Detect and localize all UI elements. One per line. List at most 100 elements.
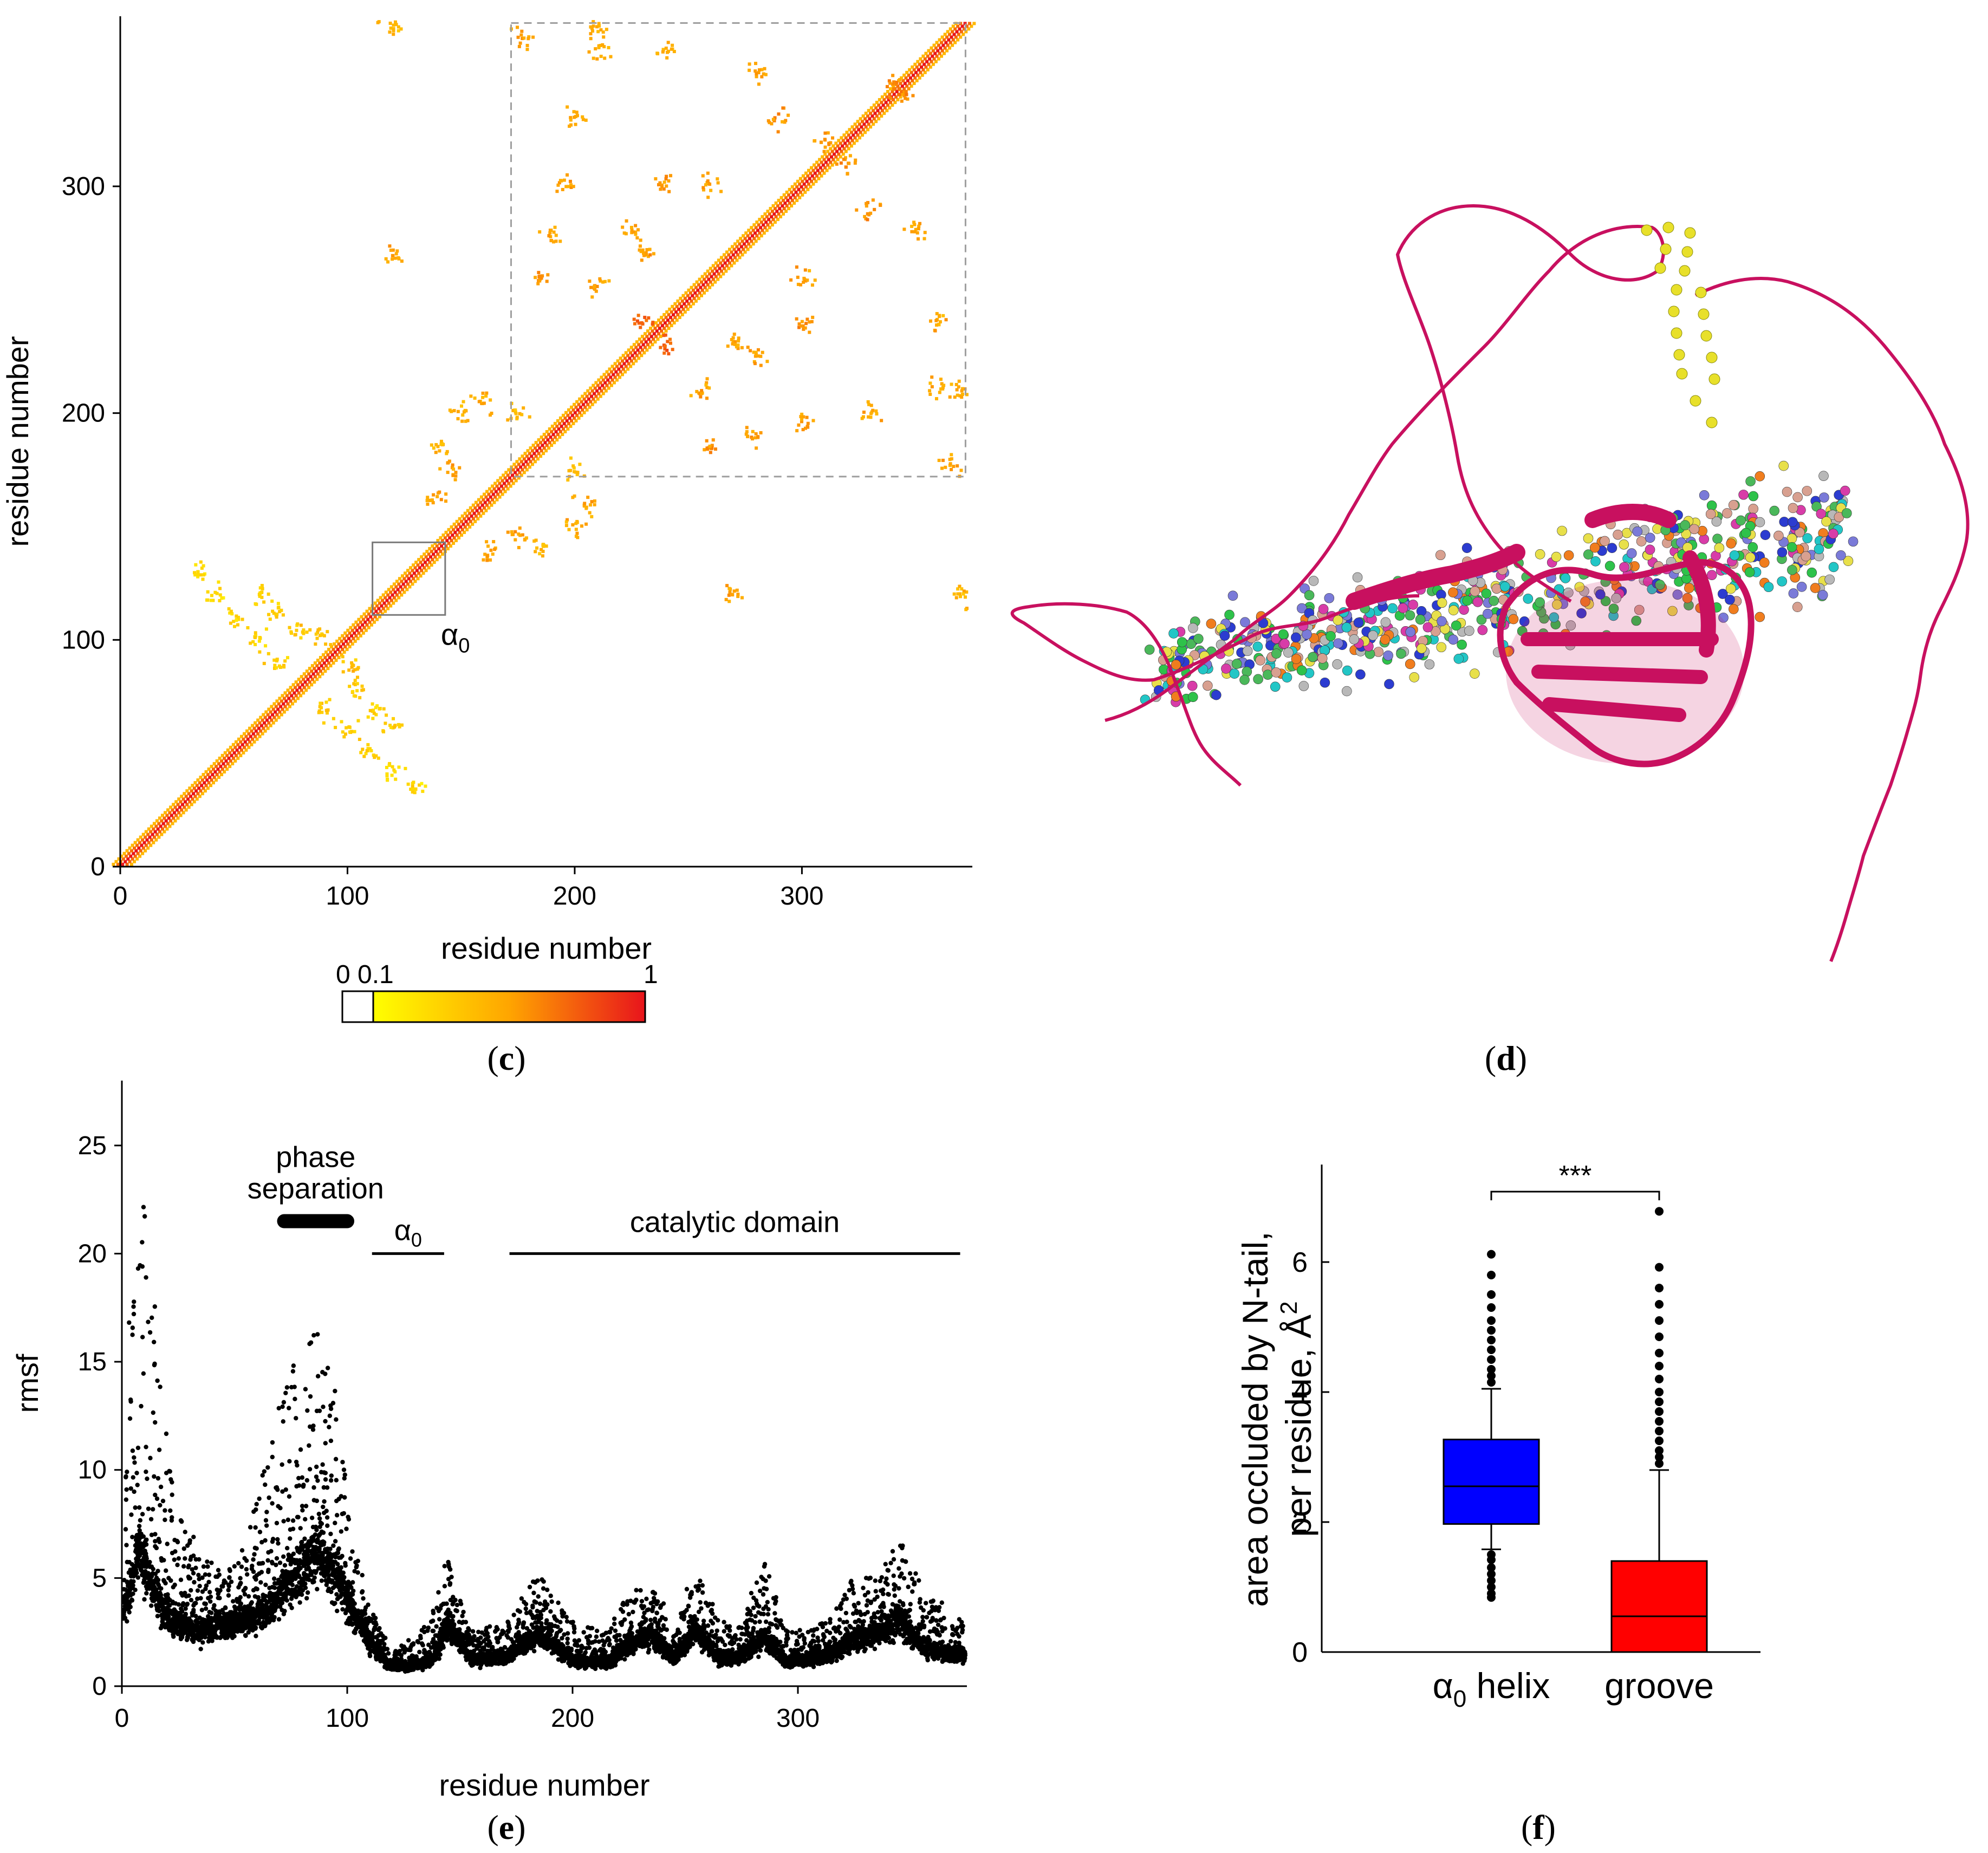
contact-cell — [643, 315, 647, 319]
contact-cell — [928, 51, 932, 55]
contact-cell — [199, 560, 203, 564]
contact-cell — [553, 441, 556, 445]
rmsf-point — [238, 1576, 243, 1581]
contact-cell — [514, 408, 517, 412]
contact-cell — [310, 678, 314, 681]
contact-cell — [258, 734, 262, 738]
contact-cell — [267, 613, 271, 616]
contact-cell — [792, 201, 796, 205]
x-tick-label: 200 — [553, 882, 596, 911]
ensemble-bead — [1626, 548, 1637, 558]
contact-cell — [787, 193, 791, 197]
contact-cell — [875, 412, 879, 416]
contact-cell — [928, 65, 932, 69]
contact-cell — [448, 536, 452, 539]
contact-cell — [850, 125, 854, 129]
contact-cell — [188, 800, 192, 804]
rmsf-point — [148, 1517, 154, 1522]
contact-cell — [313, 661, 317, 665]
contact-cell — [661, 50, 665, 54]
ensemble-bead — [1416, 606, 1427, 616]
contact-cell — [554, 239, 558, 243]
contact-cell — [463, 408, 467, 412]
ensemble-bead — [1802, 533, 1812, 543]
contact-cell — [670, 324, 673, 328]
contact-cell — [316, 659, 320, 662]
rmsf-point — [168, 1508, 173, 1513]
contact-cell — [373, 756, 376, 759]
rmsf-point — [315, 1478, 320, 1483]
contact-cell — [692, 296, 696, 300]
contact-cell — [144, 843, 148, 847]
contact-cell — [392, 768, 396, 772]
contact-cell — [540, 449, 543, 453]
contact-cell — [299, 680, 303, 684]
contact-cell — [637, 321, 641, 325]
contact-cell — [142, 841, 146, 844]
contact-cell — [217, 580, 220, 584]
rmsf-point — [128, 1397, 133, 1402]
ensemble-bead — [1448, 587, 1458, 597]
contact-cell — [837, 139, 841, 142]
rmsf-point — [284, 1385, 290, 1390]
contact-cell — [196, 792, 200, 796]
rmsf-point — [158, 1484, 164, 1490]
contact-cell — [141, 833, 145, 836]
contact-cell — [299, 636, 303, 640]
ensemble-bead — [1308, 652, 1318, 662]
contact-cell — [664, 329, 668, 333]
contact-cell — [267, 592, 270, 596]
contact-cell — [524, 460, 528, 464]
contact-cell — [880, 114, 883, 118]
rmsf-point — [160, 1498, 166, 1504]
contact-cell — [946, 30, 950, 34]
contact-cell — [163, 816, 166, 820]
contact-cell — [506, 487, 510, 491]
contact-cell — [457, 536, 461, 539]
contact-cell — [406, 569, 410, 573]
contact-cell — [934, 46, 938, 50]
ensemble-bead — [1576, 608, 1587, 619]
contact-cell — [327, 647, 331, 651]
contact-cell — [933, 329, 937, 333]
contact-cell — [565, 419, 569, 422]
contact-cell — [880, 419, 883, 422]
rmsf-point — [254, 1634, 258, 1639]
contact-cell — [480, 503, 484, 507]
contact-cell — [805, 179, 809, 183]
ensemble-bead — [1725, 583, 1736, 594]
contact-cell — [196, 570, 200, 574]
contact-cell — [243, 732, 246, 736]
contact-cell — [439, 550, 443, 554]
rmsf-point — [255, 1587, 259, 1591]
contact-cell — [673, 315, 677, 319]
contact-cell — [493, 548, 497, 551]
rmsf-point — [158, 1590, 163, 1595]
contact-cell — [276, 602, 280, 606]
contact-cell — [531, 35, 535, 39]
contact-cell — [788, 187, 791, 191]
contact-cell — [774, 201, 778, 205]
contact-cell — [572, 110, 576, 114]
rmsf-point — [305, 1590, 310, 1595]
contact-cell — [502, 473, 505, 477]
contact-cell — [678, 302, 681, 305]
contact-cell — [777, 212, 781, 216]
contact-cell — [566, 173, 569, 177]
contact-cell — [168, 811, 172, 815]
contact-cell — [417, 558, 421, 562]
contact-cell — [927, 49, 931, 53]
contact-cell — [506, 418, 510, 422]
contact-cell — [303, 680, 307, 684]
contact-cell — [230, 753, 233, 757]
contact-cell — [569, 118, 573, 122]
contact-cell — [192, 792, 196, 796]
rmsf-point — [208, 1599, 213, 1604]
contact-cell — [344, 639, 348, 643]
contact-cell — [778, 215, 782, 219]
contact-cell — [905, 70, 909, 74]
contact-cell — [666, 41, 670, 44]
contact-cell — [236, 756, 240, 760]
contact-cell — [176, 816, 180, 820]
n-terminus-bead — [1662, 222, 1674, 233]
